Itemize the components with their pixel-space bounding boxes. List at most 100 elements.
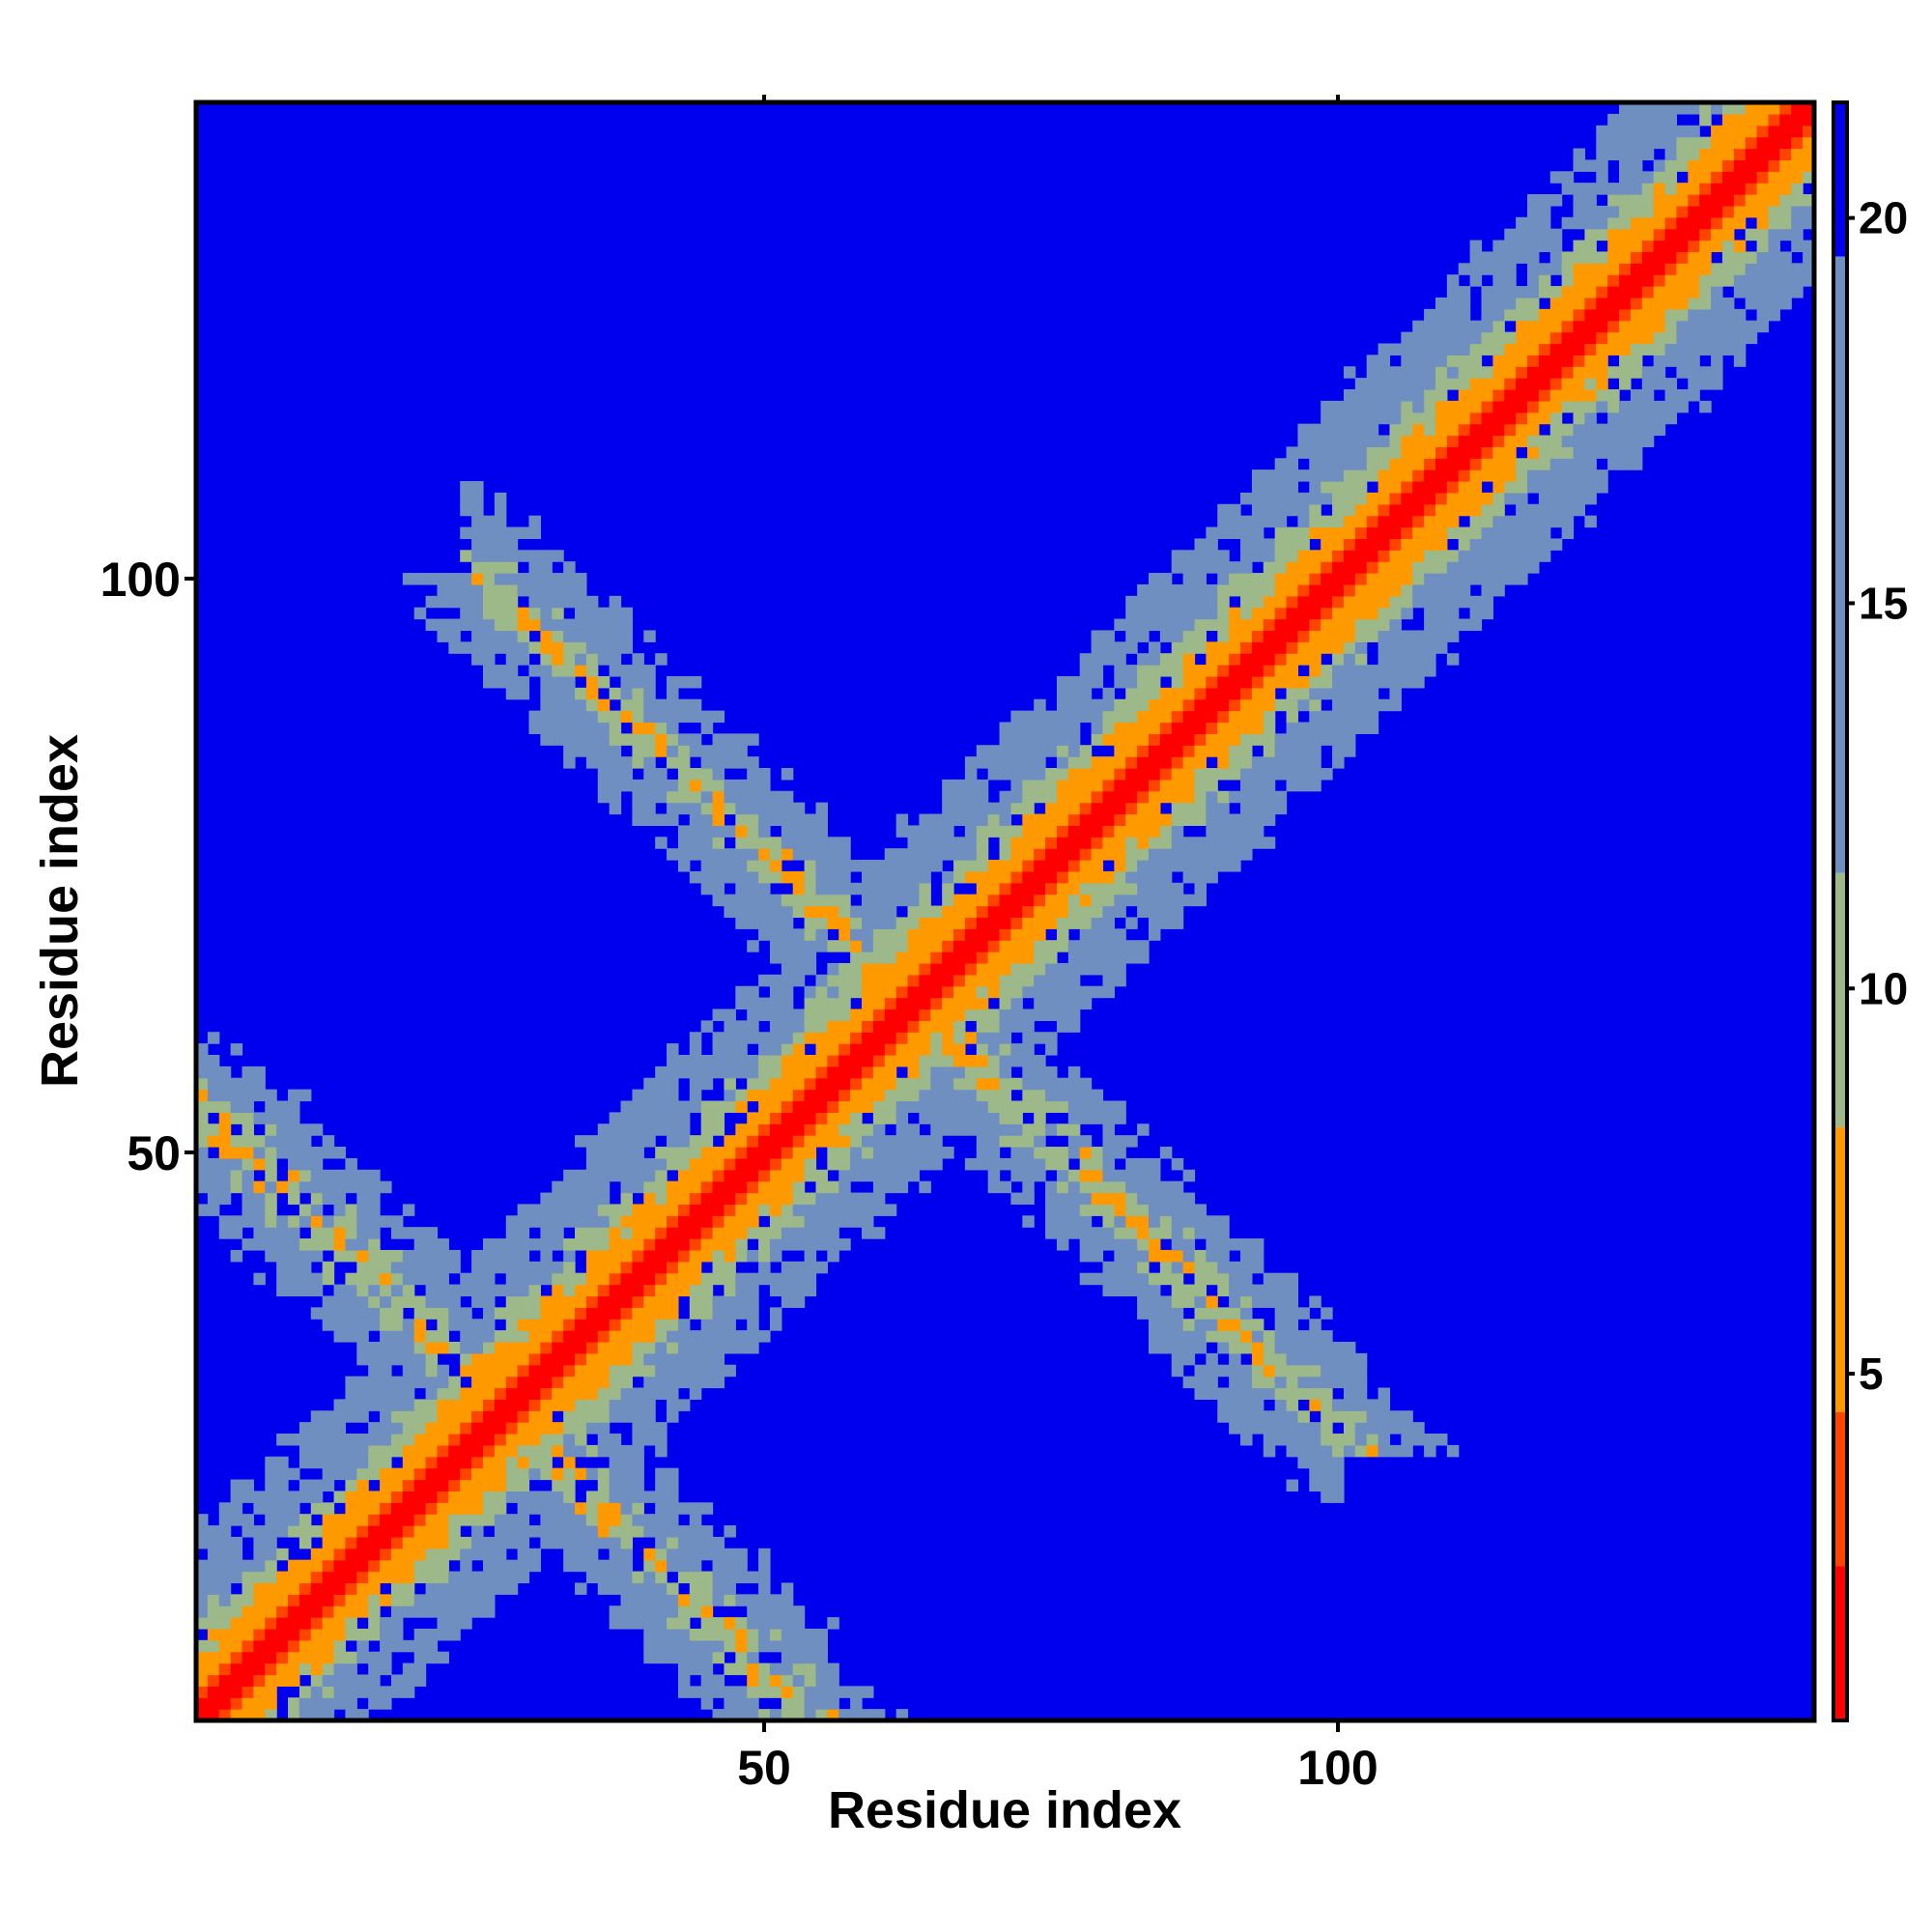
heatmap-cell	[1435, 343, 1448, 355]
heatmap-cell	[1309, 1295, 1321, 1308]
heatmap-cell	[667, 813, 679, 826]
heatmap-cell	[1549, 412, 1563, 425]
heatmap-cell	[585, 607, 599, 620]
heatmap-cell	[850, 882, 863, 895]
heatmap-cell	[895, 813, 909, 826]
heatmap-cell	[724, 848, 736, 861]
heatmap-cell	[964, 1123, 978, 1136]
heatmap-cell	[1309, 745, 1321, 757]
heatmap-cell	[1286, 675, 1299, 689]
heatmap-cell	[999, 974, 1012, 987]
heatmap-cell	[1251, 1352, 1264, 1366]
heatmap-cell	[1401, 630, 1413, 642]
heatmap-cell	[700, 1582, 714, 1595]
heatmap-cell	[895, 928, 909, 941]
heatmap-cell	[964, 1077, 978, 1091]
heatmap-cell	[1229, 1387, 1241, 1400]
heatmap-cell	[1412, 400, 1425, 413]
heatmap-cell	[1240, 1295, 1253, 1308]
heatmap-cell	[781, 1639, 794, 1653]
heatmap-cell	[620, 1582, 634, 1595]
heatmap-cell	[1401, 423, 1413, 437]
heatmap-cell	[792, 1065, 806, 1079]
heatmap-cell	[1274, 1307, 1288, 1320]
heatmap-cell	[1286, 1330, 1299, 1343]
heatmap-cell	[1504, 515, 1517, 528]
heatmap-cell	[1516, 378, 1528, 390]
heatmap-cell	[322, 1215, 335, 1228]
heatmap-cell	[1091, 710, 1104, 724]
heatmap-cell	[1286, 1479, 1299, 1492]
heatmap-cell	[298, 1456, 312, 1469]
heatmap-cell	[390, 1330, 404, 1343]
heatmap-cell	[1458, 320, 1471, 333]
heatmap-cell	[528, 1319, 541, 1331]
heatmap-cell	[1378, 515, 1391, 528]
heatmap-cell	[1206, 790, 1218, 804]
heatmap-cell	[380, 1444, 392, 1458]
heatmap-cell	[242, 1112, 254, 1124]
heatmap-cell	[390, 1387, 404, 1400]
heatmap-cell	[1056, 779, 1069, 792]
heatmap-cell	[585, 1319, 599, 1331]
heatmap-cell	[540, 1204, 553, 1216]
heatmap-cell	[609, 1364, 622, 1378]
heatmap-cell	[930, 1100, 943, 1113]
heatmap-cell	[976, 1147, 989, 1159]
heatmap-cell	[689, 1157, 702, 1171]
heatmap-cell	[253, 1180, 266, 1194]
heatmap-cell	[380, 1697, 392, 1710]
heatmap-cell	[505, 1238, 519, 1251]
heatmap-cell	[1022, 733, 1035, 746]
heatmap-cell	[999, 985, 1012, 999]
heatmap-cell	[1171, 698, 1184, 712]
heatmap-cell	[1102, 928, 1115, 941]
heatmap-cell	[575, 1387, 587, 1400]
heatmap-cell	[1034, 917, 1046, 929]
heatmap-cell	[712, 1032, 725, 1044]
heatmap-cell	[712, 1123, 725, 1136]
heatmap-cell	[907, 962, 920, 976]
heatmap-cell	[1229, 848, 1241, 861]
heatmap-cell	[345, 1387, 357, 1400]
heatmap-cell	[827, 1249, 839, 1263]
heatmap-cell	[597, 1238, 611, 1251]
heatmap-cell	[1274, 481, 1288, 494]
heatmap-cell	[333, 1249, 347, 1263]
heatmap-cell	[1446, 481, 1460, 494]
heatmap-cell	[1217, 618, 1230, 632]
heatmap-cell	[792, 1674, 806, 1687]
heatmap-cell	[368, 1617, 381, 1630]
heatmap-cell	[976, 940, 989, 952]
heatmap-cell	[1022, 790, 1035, 804]
heatmap-cell	[758, 1272, 771, 1286]
heatmap-cell	[390, 1617, 404, 1630]
heatmap-cell	[1573, 263, 1586, 275]
heatmap-cell	[735, 1054, 748, 1067]
heatmap-cell	[999, 860, 1012, 872]
heatmap-cell	[667, 1089, 679, 1102]
heatmap-cell	[1286, 768, 1299, 781]
heatmap-cell	[1561, 458, 1575, 470]
heatmap-cell	[1125, 1169, 1138, 1182]
heatmap-cell	[1378, 400, 1391, 413]
heatmap-cell	[368, 1548, 381, 1561]
heatmap-cell	[609, 733, 622, 746]
heatmap-cell	[643, 1192, 656, 1206]
heatmap-cell	[1401, 1444, 1413, 1458]
heatmap-cell	[1401, 595, 1413, 609]
heatmap-cell	[413, 1227, 427, 1239]
heatmap-cell	[1343, 526, 1356, 540]
heatmap-cell	[437, 1249, 449, 1263]
heatmap-cell	[356, 1491, 369, 1503]
heatmap-cell	[1114, 1249, 1126, 1263]
heatmap-cell	[1091, 1147, 1104, 1159]
heatmap-cell	[471, 630, 484, 642]
heatmap-cell	[1412, 1434, 1425, 1446]
heatmap-cell	[1297, 756, 1310, 769]
heatmap-cell	[242, 1651, 254, 1664]
heatmap-cell	[1401, 1434, 1413, 1446]
heatmap-cell	[862, 860, 874, 872]
heatmap-cell	[1045, 1032, 1058, 1044]
heatmap-cell	[1217, 802, 1230, 815]
